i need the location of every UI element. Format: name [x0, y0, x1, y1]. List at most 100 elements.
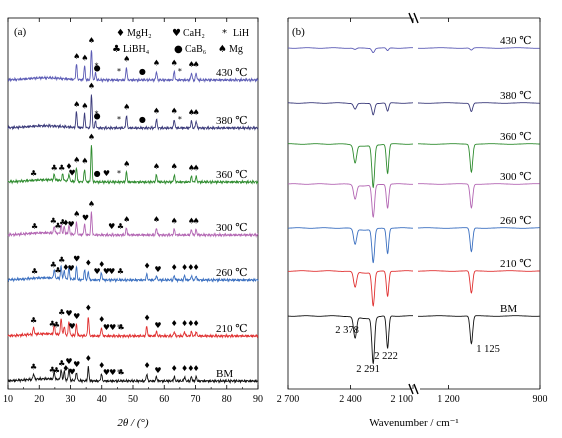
peak-annotation: 2 378 — [335, 325, 359, 336]
phase-marker: ♠ — [88, 81, 95, 90]
phase-marker: ♠ — [193, 216, 200, 225]
legend-symbol: ♥ — [172, 28, 181, 39]
phase-marker: ♠ — [193, 60, 200, 69]
panel-a-x-axis: 10 20 30 40 50 60 70 80 90 — [3, 18, 263, 405]
legend-symbol: ♣ — [112, 44, 121, 55]
ftir-trace — [288, 183, 413, 218]
phase-marker: ♦ — [85, 259, 92, 268]
series-label: 380 ℃ — [216, 115, 248, 127]
phase-marker: ♥ — [73, 312, 80, 321]
phase-marker: ♣ — [53, 320, 60, 329]
phase-marker: ♥ — [103, 267, 110, 276]
series-label: 380 ℃ — [500, 90, 532, 102]
phase-marker: ● — [94, 64, 101, 73]
xrd-series: 260 ℃♣♣♣♣♦♥♥ ♦♥♦♥♥ ♣♦ ♥ ♦ ♦ ♦♦ — [7, 255, 259, 284]
series-label: 430 ℃ — [216, 67, 248, 79]
phase-marker: ♦ — [62, 364, 69, 373]
phase-marker: ♠ — [123, 55, 130, 64]
xrd-trace — [7, 94, 259, 132]
phase-marker: ♠ — [73, 100, 80, 109]
legend-symbol: ● — [174, 44, 183, 55]
panel-a: (a) ♦ MgH₂ ♥ CaH₂ * LiH♣ LiBH₄ ● CaB₆ ♠ Mg 430 ℃♠ ♠… — [3, 17, 263, 429]
phase-marker: ♠ — [153, 215, 160, 224]
phase-marker: ♣ — [118, 323, 125, 332]
xrd-series: 300 ℃♣♣♣♣♦♥♠ ♥♠♥ ♣♠ ♠ ♠ ♠♠ — [7, 200, 259, 238]
phase-marker: ● — [94, 112, 101, 121]
phase-marker: ♠ — [171, 162, 178, 171]
panel-b-x-axis-title: Wavenumber / cm⁻¹ — [369, 417, 458, 429]
phase-marker: ♥ — [68, 367, 75, 376]
panel-a-legend: ♦ MgH₂ ♥ CaH₂ * LiH ♣ LiBH₄ ● CaB₆ ♠ Mg — [112, 28, 249, 55]
phase-marker: ♣ — [53, 366, 60, 375]
ftir-trace — [418, 183, 540, 209]
phase-marker: ♠ — [193, 108, 200, 117]
phase-marker: ♣ — [50, 217, 57, 226]
phase-marker: * — [117, 368, 121, 377]
phase-marker: ♦ — [187, 319, 194, 328]
phase-marker: ♣ — [31, 222, 38, 231]
phase-marker: ♣ — [30, 362, 37, 371]
ftir-trace — [288, 227, 413, 264]
legend-label: Mg — [229, 44, 243, 55]
phase-marker: ♣ — [49, 319, 56, 328]
phase-marker: ♠ — [81, 157, 88, 166]
axis-break-marks — [408, 12, 419, 395]
x-tick-label: 50 — [128, 394, 138, 405]
phase-marker: ♥ — [68, 264, 75, 273]
phase-marker: ♦ — [98, 361, 105, 370]
xrd-trace — [7, 211, 259, 238]
ftir-trace — [288, 47, 413, 54]
panel-a-plot: 430 ℃♠ ♠♠*● *♠●♠ ♠*♠♠380 ℃♠ ♠♠*● *♠●♠ ♠*♠♠360 … — [7, 36, 259, 385]
xrd-trace — [7, 50, 259, 84]
phase-marker: ♦ — [171, 364, 178, 373]
phase-marker: ♠ — [188, 60, 195, 69]
phase-marker: ♠ — [73, 52, 80, 61]
phase-marker: ♦ — [193, 263, 200, 272]
phase-marker: * — [117, 169, 121, 178]
legend-label: MgH₂ — [127, 28, 152, 39]
legend-label: CaB₆ — [185, 44, 207, 55]
phase-marker: ♥ — [68, 220, 75, 229]
x-tick-label: 80 — [222, 394, 232, 405]
phase-marker: ♦ — [181, 263, 188, 272]
phase-marker: ♥ — [108, 267, 115, 276]
ftir-trace — [418, 315, 540, 345]
ftir-series: 380 ℃ — [288, 90, 540, 116]
phase-marker: ♠ — [153, 162, 160, 171]
phase-marker: ♣ — [117, 267, 124, 276]
x-tick-label: 10 — [3, 394, 13, 405]
phase-marker: ♣ — [58, 164, 65, 173]
phase-marker: * — [94, 110, 98, 119]
ftir-series: 360 ℃ — [288, 131, 540, 189]
panel-b-label: (b) — [292, 26, 305, 38]
phase-marker: ♣ — [58, 308, 65, 317]
phase-marker: ♥ — [103, 323, 110, 332]
series-label: 260 ℃ — [216, 267, 248, 279]
phase-marker: ♥ — [103, 368, 110, 377]
phase-marker: ♥ — [68, 322, 75, 331]
series-label: BM — [216, 368, 233, 380]
phase-marker: ♥ — [73, 255, 80, 264]
ftir-trace — [417, 47, 540, 51]
x-tick-label: 2 400 — [339, 394, 362, 405]
panel-b-plot: 430 ℃ 380 ℃ 360 ℃ 300 ℃ 260 ℃ 210 ℃ BM 2 378 2 2… — [288, 35, 540, 375]
phase-marker: ♠ — [188, 163, 195, 172]
phase-marker: ♠ — [188, 108, 195, 117]
xrd-trace — [7, 264, 259, 284]
xrd-trace — [7, 145, 259, 186]
phase-marker: * — [117, 115, 121, 124]
phase-marker: ♥ — [65, 309, 72, 318]
xrd-series: 360 ℃♣♣ ♣ ♦♥♠ ♠♠● ♥ *♠ ♠ ♠ ♠♠ — [7, 133, 259, 186]
peak-annotation: 2 291 — [356, 364, 380, 375]
phase-marker: * — [94, 62, 98, 71]
ftir-trace — [288, 102, 413, 116]
phase-marker: ♠ — [188, 216, 195, 225]
phase-marker: ♥ — [154, 321, 161, 330]
phase-marker: ♥ — [68, 169, 75, 178]
ftir-series: 430 ℃ — [288, 35, 540, 54]
legend-symbol: ♠ — [218, 44, 227, 55]
series-label: 260 ℃ — [500, 215, 532, 227]
phase-marker: ♣ — [51, 163, 58, 172]
phase-marker: ♣ — [50, 260, 57, 269]
ftir-series: 260 ℃ — [288, 215, 540, 264]
